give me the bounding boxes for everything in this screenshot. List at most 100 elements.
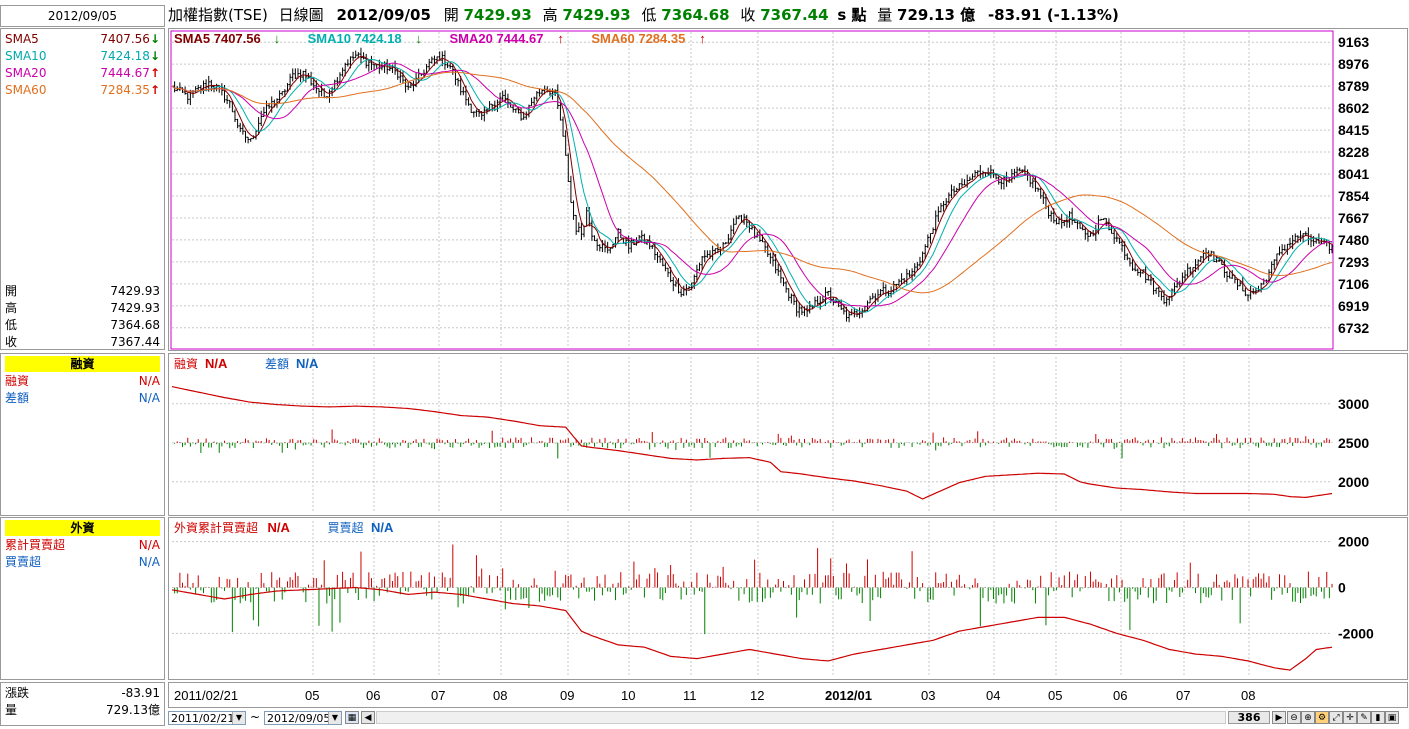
date-box: 2012/09/05: [0, 5, 165, 27]
y-tick-label: 3000: [1338, 396, 1369, 412]
x-ticks: 2011/02/21 05 06 07 08 09 10 11 12 2012/01 03 04 05 0…: [174, 688, 1255, 703]
scroll-track[interactable]: [376, 711, 1226, 724]
vol-label: 量: [877, 6, 893, 24]
margin-0-label: 融資: [5, 374, 30, 388]
x-tick-label: 2012/01: [825, 688, 872, 703]
x-tick-label: 2011/02/21: [174, 688, 238, 703]
y-tick-label: 0: [1338, 580, 1346, 596]
legend-label-1: 買賣超: [328, 520, 364, 535]
margin-0-value-text: N/A: [138, 374, 160, 388]
sma-lines: [171, 55, 1333, 315]
scroll-right-button[interactable]: ▶: [1272, 711, 1286, 724]
foreign-0-value: N/A: [139, 537, 160, 553]
low-label: 低: [641, 6, 657, 24]
margin-1-row: 差額 N/A: [5, 390, 160, 406]
main-chart[interactable]: 9163 8976 8789 8602 8415 8228 8041 7854 7667 7480…: [168, 28, 1408, 351]
ohlc-2-row: 低 7364.68: [5, 317, 160, 333]
sma-sma60-value: 7284.35↑: [100, 82, 160, 98]
ohlc-3-value-text: 7367.44: [110, 335, 160, 349]
sma-sidebar-panel: SMA5 7407.56↓ SMA10 7424.18↓ SMA20 7444.67↑ SM…: [0, 28, 165, 350]
ohlc-0-value: 7429.93: [110, 283, 160, 299]
ohlc-1-value-text: 7429.93: [110, 301, 160, 315]
start-date-select[interactable]: 2011/02/21 ▼: [168, 711, 246, 725]
fit-icon[interactable]: ⤢: [1329, 711, 1343, 724]
foreign-chart[interactable]: 2000 0 -2000 外資累計買賣超 N/A 買賣超 N/A: [168, 517, 1408, 680]
zoom-in-icon[interactable]: ⊕: [1301, 711, 1315, 724]
y-tick-label: 8415: [1338, 122, 1369, 138]
ohlc-1-label: 高: [5, 301, 18, 315]
arrow-up-icon: ↑: [699, 31, 706, 46]
x-tick-label: 08: [493, 688, 507, 703]
y-tick-label: 7667: [1338, 210, 1369, 226]
quote-date: 2012/09/05: [336, 6, 431, 24]
draw-icon[interactable]: ✎: [1357, 711, 1371, 724]
margin-1-label: 差額: [5, 391, 30, 405]
main-plot-area: [170, 30, 1334, 350]
calendar-icon[interactable]: ▦: [345, 711, 359, 724]
bottom-sidebar-panel: 漲跌 -83.91 量 729.13億: [0, 682, 165, 726]
y-tick-label: 7480: [1338, 232, 1369, 248]
legend-sma-3: SMA60 7284.35: [591, 31, 685, 46]
x-tick-label: 05: [305, 688, 319, 703]
margin-grid: [172, 357, 1332, 513]
legend-sma-1: SMA10 7424.18: [308, 31, 402, 46]
sma20-line: [171, 62, 1333, 307]
sma-sma60-row: SMA60 7284.35↑: [5, 82, 160, 98]
legend-sma-2: SMA20 7444.67: [450, 31, 544, 46]
open-value: 7429.93: [463, 6, 532, 24]
scroll-left-button[interactable]: ◀: [361, 711, 375, 724]
ohlc-1-value: 7429.93: [110, 300, 160, 316]
image-icon[interactable]: ▣: [1385, 711, 1399, 724]
change-value: -83.91 (-1.13%): [987, 6, 1119, 24]
foreign-1-label: 買賣超: [5, 555, 42, 569]
y-tick-label: 8041: [1338, 166, 1369, 182]
settings-icon[interactable]: ⚙: [1315, 711, 1329, 724]
count-value: 386: [1237, 711, 1261, 724]
sma-sma10-row: SMA10 7424.18↓: [5, 48, 160, 64]
y-tick-label: 8976: [1338, 56, 1369, 72]
sma-sma20-label: SMA20: [5, 66, 47, 80]
x-tick-label: 10: [621, 688, 635, 703]
ohlc-0-value-text: 7429.93: [110, 284, 160, 298]
y-tick-label: 7854: [1338, 188, 1369, 204]
y-tick-label: 2000: [1338, 534, 1369, 550]
legend-value-0: N/A: [268, 520, 291, 535]
high-value: 7429.93: [562, 6, 631, 24]
margin-0-value: N/A: [139, 373, 160, 389]
margin-y-axis: 3000 2500 2000: [1338, 396, 1369, 490]
chart-icon[interactable]: ▮: [1371, 711, 1385, 724]
chevron-down-icon[interactable]: ▼: [328, 712, 341, 724]
chevron-down-icon[interactable]: ▼: [232, 712, 245, 724]
foreign-0-row: 累計買賣超 N/A: [5, 537, 160, 553]
foreign-1-value: N/A: [139, 554, 160, 570]
legend-value-1: N/A: [296, 356, 319, 371]
foreign-1-value-text: N/A: [138, 555, 160, 569]
sma10-line: [171, 58, 1333, 313]
m-cumulative-line: [171, 386, 1333, 500]
sma-sma5-value-text: 7407.56: [100, 32, 150, 46]
foreign-bars: [174, 544, 1333, 635]
zoom-out-icon[interactable]: ⊖: [1287, 711, 1301, 724]
y-tick-label: -2000: [1338, 625, 1374, 641]
sma-sma5-value: 7407.56↓: [100, 31, 160, 47]
margin-sidebar-panel: 融資 融資 N/A 差額 N/A: [0, 353, 165, 516]
bottom-1-value-text: 729.13億: [106, 703, 160, 717]
margin-chart[interactable]: 3000 2500 2000 融資 N/A 差額 N/A: [168, 353, 1408, 516]
low-value: 7364.68: [661, 6, 730, 24]
ohlc-3-label: 收: [5, 335, 18, 349]
ohlc-2-value-text: 7364.68: [110, 318, 160, 332]
end-date-select[interactable]: 2012/09/05 ▼: [264, 711, 342, 725]
close-label: 收: [740, 6, 756, 24]
x-tick-label: 05: [1048, 688, 1062, 703]
x-tick-label: 03: [921, 688, 935, 703]
foreign-sidebar-panel: 外資 累計買賣超 N/A 買賣超 N/A: [0, 517, 165, 680]
bottom-1-row: 量 729.13億: [5, 702, 160, 718]
s-label: s 點: [837, 6, 867, 24]
vol-value: 729.13 億: [897, 6, 976, 24]
count-box[interactable]: 386: [1228, 711, 1270, 724]
y-tick-label: 6919: [1338, 298, 1369, 314]
crosshair-icon[interactable]: ✛: [1343, 711, 1357, 724]
arrow-up-icon: ↑: [149, 66, 160, 80]
quote-header: 加權指數(TSE) 日線圖 2012/09/05 開 7429.93 高 742…: [168, 5, 1408, 25]
bottom-0-row: 漲跌 -83.91: [5, 685, 160, 701]
